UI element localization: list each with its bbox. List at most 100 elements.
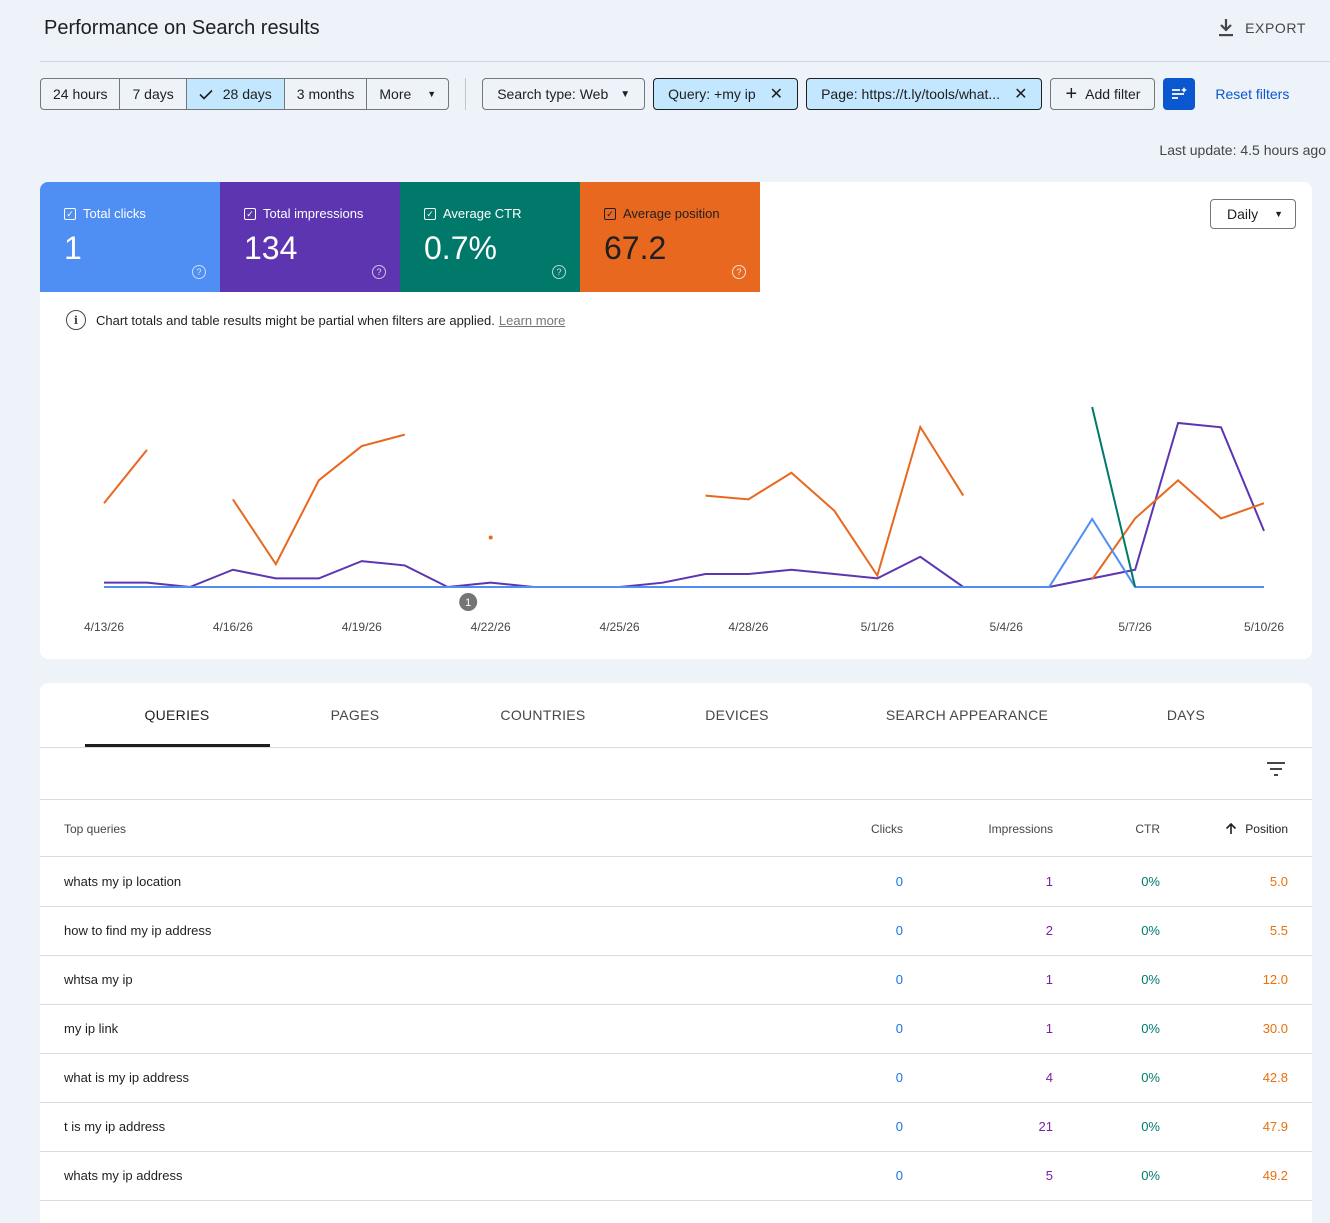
impressions-series-line — [104, 421, 1265, 589]
position-cell: 5.5 — [1269, 923, 1288, 938]
metric-tiles: ✓ Total clicks 1 ? ✓ Total impressions 1… — [40, 182, 760, 292]
add-filter-button[interactable]: + Add filter — [1050, 78, 1156, 110]
clicks-cell: 0 — [895, 923, 903, 938]
granularity-dropdown[interactable]: Daily ▼ — [1210, 199, 1296, 229]
range-24-hours[interactable]: 24 hours — [41, 79, 121, 109]
checkbox-icon[interactable]: ✓ — [244, 208, 256, 220]
x-tick-label: 4/22/26 — [471, 620, 511, 634]
metric-tile-impressions[interactable]: ✓ Total impressions 134 ? — [220, 182, 400, 292]
table-row[interactable]: whats my ip address 0 5 0% 49.2 — [40, 1151, 1312, 1201]
range-more-dropdown[interactable]: More ▼ — [367, 79, 448, 109]
metric-tile-clicks[interactable]: ✓ Total clicks 1 ? — [40, 182, 220, 292]
tab-devices[interactable]: DEVICES — [705, 707, 769, 723]
caret-down-icon: ▼ — [620, 88, 631, 100]
query-filter-chip[interactable]: Query: +my ip ✕ — [653, 78, 799, 110]
range-28-days-label: 28 days — [222, 86, 272, 102]
impressions-cell: 2 — [1045, 923, 1053, 938]
x-tick-label: 5/10/26 — [1244, 620, 1284, 634]
position-cell: 30.0 — [1262, 1021, 1288, 1036]
query-cell: whtsa my ip — [64, 972, 133, 987]
page-header: Performance on Search results EXPORT — [0, 0, 1330, 62]
table-row[interactable]: whats my ip location 0 1 0% 5.0 — [40, 857, 1312, 907]
ctr-cell: 0% — [1141, 1119, 1160, 1134]
position-cell: 42.8 — [1262, 1070, 1288, 1085]
metric-value: 67.2 — [604, 230, 667, 266]
column-header-clicks[interactable]: Clicks — [871, 822, 903, 836]
clicks-series-line — [104, 517, 1264, 588]
x-tick-label: 5/4/26 — [990, 620, 1024, 634]
filter-bar: 24 hours 7 days 28 days 3 months More ▼ … — [40, 78, 1289, 110]
active-tab-indicator — [85, 744, 270, 747]
download-icon — [1219, 19, 1234, 37]
checkbox-icon[interactable]: ✓ — [424, 208, 436, 220]
learn-more-link[interactable]: Learn more — [498, 312, 566, 328]
metric-label: Average CTR — [443, 206, 522, 221]
x-tick-label: 4/16/26 — [213, 620, 253, 634]
column-header-impressions[interactable]: Impressions — [988, 822, 1053, 836]
filter-settings-button[interactable] — [1163, 78, 1196, 110]
range-3-months[interactable]: 3 months — [285, 79, 368, 109]
impressions-cell: 1 — [1045, 874, 1053, 889]
ctr-cell: 0% — [1141, 1168, 1160, 1183]
table-row[interactable]: t is my ip address 0 21 0% 47.9 — [40, 1102, 1312, 1152]
svg-text:1: 1 — [465, 597, 471, 609]
metric-tile-position[interactable]: ✓ Average position 67.2 ? — [580, 182, 760, 292]
clicks-cell: 0 — [895, 1070, 903, 1085]
reset-filters-link[interactable]: Reset filters — [1215, 86, 1290, 102]
clicks-cell: 0 — [895, 972, 903, 987]
plus-icon: + — [1065, 83, 1078, 105]
column-header-ctr[interactable]: CTR — [1135, 822, 1160, 836]
help-icon[interactable]: ? — [372, 265, 386, 279]
column-header-position[interactable]: Position — [1225, 822, 1288, 836]
notice-text: Chart totals and table results might be … — [96, 312, 495, 328]
table-row[interactable]: how to find my ip address 0 2 0% 5.5 — [40, 906, 1312, 956]
filter-rows-icon[interactable] — [1266, 761, 1286, 777]
tab-countries[interactable]: COUNTRIES — [500, 707, 586, 723]
query-cell: my ip link — [64, 1021, 119, 1036]
results-table-card: QUERIES PAGES COUNTRIES DEVICES SEARCH A… — [40, 683, 1312, 1223]
tab-pages[interactable]: PAGES — [330, 707, 380, 723]
page-title: Performance on Search results — [44, 17, 320, 39]
position-series-line — [705, 424, 965, 578]
close-icon[interactable]: ✕ — [1014, 86, 1028, 103]
position-series-line — [232, 433, 405, 567]
query-cell: whats my ip location — [64, 874, 182, 889]
position-cell: 5.0 — [1269, 874, 1288, 889]
help-icon[interactable]: ? — [732, 265, 746, 279]
range-more-label: More — [379, 86, 412, 102]
table-toolbar — [40, 747, 1312, 800]
query-cell: whats my ip address — [64, 1168, 183, 1183]
range-28-days[interactable]: 28 days — [186, 79, 285, 109]
query-filter-label: Query: +my ip — [668, 86, 756, 102]
table-row[interactable]: whtsa my ip 0 1 0% 12.0 — [40, 955, 1312, 1005]
table-row[interactable]: my ip link 0 1 0% 30.0 — [40, 1004, 1312, 1054]
clicks-cell: 0 — [895, 1119, 903, 1134]
help-icon[interactable]: ? — [192, 265, 206, 279]
header-divider — [40, 61, 1330, 62]
impressions-cell: 1 — [1045, 972, 1053, 987]
help-icon[interactable]: ? — [552, 265, 566, 279]
tab-search-appearance[interactable]: SEARCH APPEARANCE — [885, 707, 1049, 723]
tab-queries[interactable]: QUERIES — [144, 707, 210, 723]
x-tick-label: 5/7/26 — [1118, 620, 1152, 634]
ctr-cell: 0% — [1141, 972, 1160, 987]
range-7-days[interactable]: 7 days — [120, 79, 187, 109]
metric-tile-ctr[interactable]: ✓ Average CTR 0.7% ? — [400, 182, 580, 292]
checkbox-icon[interactable]: ✓ — [64, 208, 76, 220]
table-header: Top queries Clicks Impressions CTR Posit… — [40, 800, 1312, 857]
page-filter-chip[interactable]: Page: https://t.ly/tools/what... ✕ — [806, 78, 1043, 110]
clicks-cell: 0 — [895, 1168, 903, 1183]
annotation-marker[interactable]: 1 — [459, 593, 478, 611]
tab-days[interactable]: DAYS — [1166, 707, 1206, 723]
checkbox-icon[interactable]: ✓ — [604, 208, 616, 220]
position-series-line — [1091, 478, 1265, 580]
export-button[interactable]: EXPORT — [1217, 18, 1306, 38]
metric-label: Average position — [623, 206, 720, 221]
filter-divider — [465, 78, 467, 110]
table-row[interactable]: what is my ip address 0 4 0% 42.8 — [40, 1053, 1312, 1103]
clicks-cell: 0 — [895, 874, 903, 889]
close-icon[interactable]: ✕ — [769, 86, 784, 103]
ctr-cell: 0% — [1141, 1021, 1160, 1036]
date-range-selector: 24 hours 7 days 28 days 3 months More ▼ — [40, 78, 450, 110]
search-type-dropdown[interactable]: Search type: Web ▼ — [482, 78, 646, 110]
